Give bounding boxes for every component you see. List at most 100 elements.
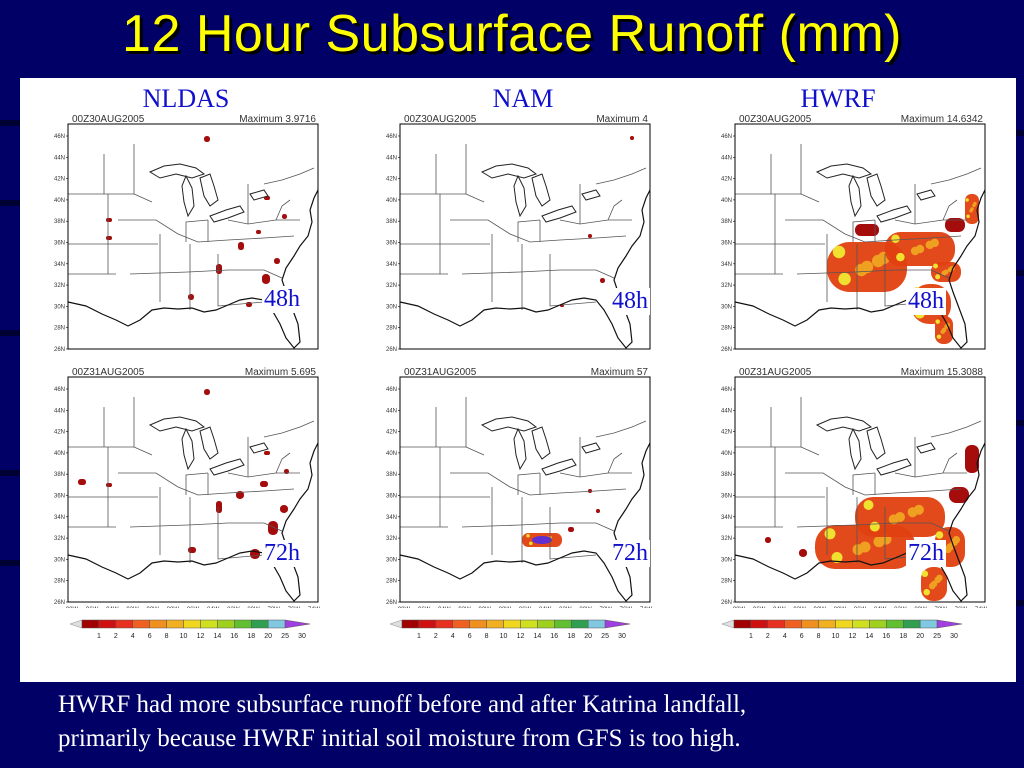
lake-outline [531, 173, 551, 207]
lead-time-label: 48h [906, 288, 946, 315]
lake-outline [531, 426, 551, 460]
colorbar-swatch [234, 619, 252, 629]
lon-tick-label: 80W [579, 607, 592, 608]
map-date: 00Z31AUG2005 [739, 367, 812, 378]
runoff-patch [106, 236, 112, 240]
colorbar-label: 2 [766, 633, 770, 640]
colorbar-label: 18 [899, 633, 907, 640]
runoff-peak [946, 543, 954, 551]
map-nldas-48h: 00Z30AUG2005 Maximum 3.9716 46N 44N 42N 40N 38… [38, 110, 338, 355]
colorbar-swatch [835, 619, 853, 629]
runoff-peak [838, 272, 851, 286]
runoff-patch [78, 479, 86, 485]
colorbar-swatch [284, 619, 311, 629]
state-boundary [450, 219, 627, 243]
lon-tick-label: 78W [599, 607, 612, 608]
lat-tick-label: 36N [721, 241, 732, 247]
state-boundary [549, 507, 597, 560]
runoff-peak [935, 274, 941, 280]
runoff-patch [260, 481, 268, 487]
map-maximum: Maximum 14.6342 [901, 114, 984, 125]
lon-tick-label: 96W [86, 607, 99, 608]
colorbar-label: 4 [783, 633, 787, 640]
map-plot: 00Z31AUG2005 Maximum 15.3088 46N 44N 42N 40N 3… [721, 367, 988, 608]
colorbar-label: 10 [500, 633, 508, 640]
lake-outline [876, 458, 912, 476]
plot-frame [399, 123, 651, 350]
lat-tick-label: 34N [54, 262, 65, 268]
lat-tick-label: 32N [386, 283, 397, 289]
runoff-patch [596, 509, 600, 513]
lat-tick-label: 36N [721, 494, 732, 500]
caption-line-2: primarily because HWRF initial soil mois… [58, 725, 741, 752]
lat-tick-label: 28N [721, 579, 732, 585]
colorbar-label: 25 [933, 633, 941, 640]
state-boundary [800, 397, 820, 456]
runoff-patch [256, 230, 261, 234]
state-boundary [796, 269, 950, 279]
colorbar-swatch [537, 619, 555, 629]
lake-outline [148, 163, 206, 179]
lat-tick-label: 34N [386, 262, 397, 268]
lat-tick-label: 42N [721, 177, 732, 183]
runoff-peak [933, 263, 938, 269]
state-boundary [227, 472, 300, 478]
lat-tick-label: 26N [721, 347, 732, 353]
lon-tick-label: 94W [106, 607, 119, 608]
colorbar-swatch [784, 619, 802, 629]
colorbar-swatch [217, 619, 235, 629]
lake-outline [848, 174, 862, 218]
state-boundary [930, 420, 982, 438]
runoff-patch [106, 218, 112, 222]
lat-tick-label: 28N [386, 326, 397, 332]
runoff-peak [895, 512, 905, 522]
runoff-patch [106, 483, 112, 487]
lat-tick-label: 40N [54, 451, 65, 457]
lat-tick-label: 32N [54, 536, 65, 542]
lon-tick-label: 86W [519, 607, 532, 608]
map-date: 00Z30AUG2005 [72, 114, 145, 125]
colorbar-label: 25 [601, 633, 609, 640]
lon-tick-label: 82W [559, 607, 572, 608]
lon-tick-label: 74W [308, 607, 321, 608]
lon-tick-label: 82W [227, 607, 240, 608]
plot-frame [399, 376, 651, 603]
colorbar-under-arrow [721, 619, 735, 629]
runoff-peak [532, 536, 552, 544]
lat-tick-label: 44N [721, 155, 732, 161]
colorbar-label: 1 [749, 633, 753, 640]
lead-time-label: 48h [262, 286, 302, 313]
lat-tick-label: 36N [54, 494, 65, 500]
runoff-peak [970, 207, 974, 211]
lat-tick-label: 32N [54, 283, 65, 289]
lead-time-label: 72h [262, 540, 302, 567]
colorbar-label: 4 [131, 633, 135, 640]
lat-tick-label: 44N [54, 155, 65, 161]
map-maximum: Maximum 57 [591, 367, 649, 378]
colorbar-label: 14 [865, 633, 873, 640]
lon-tick-label: 88W [499, 607, 512, 608]
state-boundary [852, 219, 876, 242]
runoff-patch [949, 487, 969, 503]
lead-time-label: 72h [610, 540, 650, 567]
state-boundary [263, 420, 315, 438]
lon-tick-label: 76W [955, 607, 968, 608]
colorbar-label: 14 [533, 633, 541, 640]
slide-title: 12 Hour Subsurface Runoff (mm) [122, 5, 902, 63]
lake-outline [541, 458, 577, 476]
runoff-patch [280, 505, 288, 513]
colorbar-label: 20 [264, 633, 272, 640]
lat-tick-label: 42N [54, 177, 65, 183]
runoff-peak [965, 198, 969, 202]
lat-tick-label: 40N [721, 198, 732, 204]
lake-outline [848, 427, 862, 471]
lat-tick-label: 30N [54, 557, 65, 563]
state-boundary [607, 199, 623, 221]
state-boundary [118, 472, 295, 496]
lake-outline [199, 426, 219, 460]
colorbar-swatch [852, 619, 870, 629]
map-background [400, 124, 650, 349]
state-boundary [118, 219, 295, 243]
lake-outline [916, 189, 936, 201]
runoff-patch [965, 445, 979, 473]
